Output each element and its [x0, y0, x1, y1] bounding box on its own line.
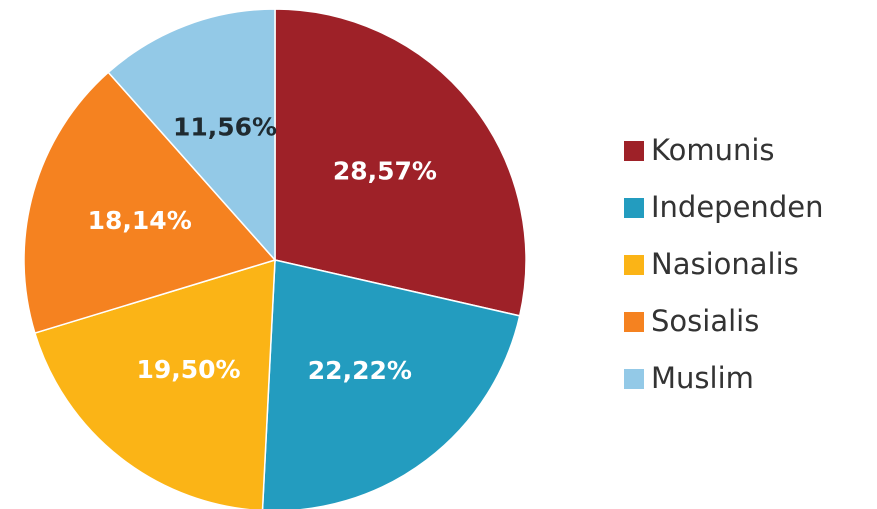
pie-slice	[107, 8, 276, 262]
slice-label: 19,50%	[136, 355, 240, 384]
legend-swatch	[624, 198, 644, 218]
legend-label: Muslim	[651, 361, 754, 395]
legend-swatch	[624, 255, 644, 275]
legend-label: Komunis	[651, 133, 775, 167]
pie-slice	[33, 258, 276, 509]
legend-swatch	[624, 312, 644, 332]
slice-label: 28,57%	[333, 156, 437, 185]
legend-label: Nasionalis	[651, 247, 799, 281]
slice-label: 22,22%	[308, 356, 412, 385]
legend-swatch	[624, 369, 644, 389]
pie-slice	[261, 259, 521, 509]
pie-slice	[23, 71, 277, 335]
slice-label: 18,14%	[88, 206, 192, 235]
pie-slice	[274, 8, 527, 317]
legend-swatch	[624, 141, 644, 161]
legend-label: Sosialis	[651, 304, 759, 338]
legend-label: Independen	[651, 190, 823, 224]
slice-label: 11,56%	[173, 113, 277, 142]
